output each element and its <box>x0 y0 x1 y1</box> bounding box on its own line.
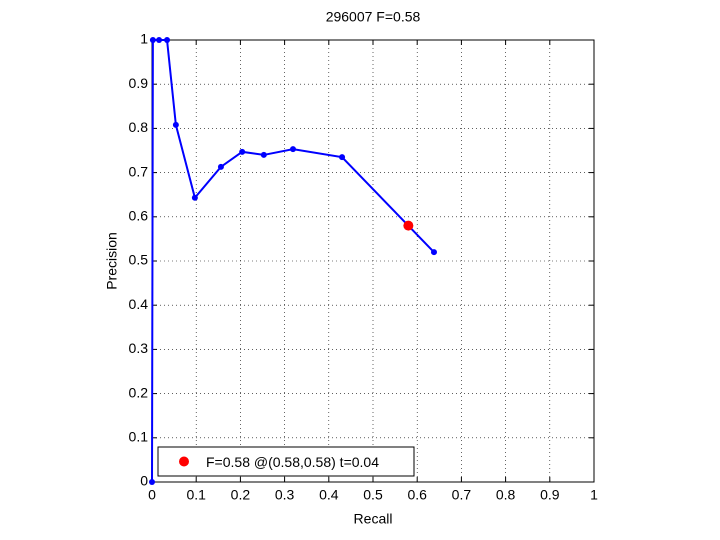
y-tick-label: 0.1 <box>129 429 149 445</box>
y-tick-label: 0.2 <box>129 384 149 400</box>
data-point <box>239 148 246 155</box>
data-point <box>339 154 346 161</box>
x-axis-label: Recall <box>354 511 393 527</box>
x-tick-label: 0.3 <box>275 487 295 503</box>
y-tick-label: 1 <box>140 31 148 47</box>
data-point <box>191 194 198 201</box>
legend-label: F=0.58 @(0.58,0.58) t=0.04 <box>206 454 379 470</box>
data-point <box>260 151 267 158</box>
x-tick-label: 0.5 <box>363 487 383 503</box>
x-tick-label: 0.9 <box>540 487 560 503</box>
data-point <box>164 37 171 43</box>
x-tick-label: 0.8 <box>496 487 516 503</box>
legend-box <box>157 446 415 477</box>
x-tick-label: 0.2 <box>231 487 251 503</box>
y-tick-label: 0 <box>140 473 148 489</box>
x-tick-label: 0 <box>148 487 156 503</box>
x-tick-label: 0.4 <box>319 487 339 503</box>
y-tick-label: 0.6 <box>129 208 149 224</box>
y-tick-label: 0.8 <box>129 119 149 135</box>
y-tick-label: 0.3 <box>129 340 149 356</box>
data-point <box>149 37 156 43</box>
data-point <box>289 146 296 153</box>
chart-title: 296007 F=0.58 <box>326 9 421 25</box>
data-point <box>430 249 437 256</box>
x-tick-label: 0.6 <box>407 487 427 503</box>
best-point <box>403 220 414 231</box>
data-point <box>217 163 224 170</box>
y-tick-label: 0.5 <box>129 252 149 268</box>
y-tick-label: 0.4 <box>129 296 149 312</box>
data-point <box>149 479 155 485</box>
x-tick-label: 1 <box>590 487 598 503</box>
legend-marker <box>179 456 189 467</box>
y-tick-label: 0.7 <box>129 163 149 179</box>
y-tick-label: 0.9 <box>129 75 149 91</box>
data-point <box>156 37 163 43</box>
x-tick-label: 0.1 <box>186 487 206 503</box>
x-tick-label: 0.7 <box>452 487 472 503</box>
y-axis-label: Precision <box>104 232 120 290</box>
data-point <box>172 121 179 128</box>
